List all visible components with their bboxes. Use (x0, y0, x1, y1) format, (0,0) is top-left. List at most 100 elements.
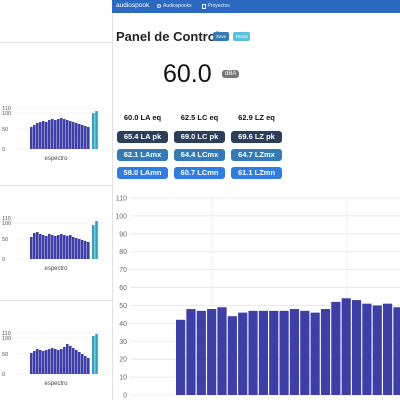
mini-bar (30, 237, 33, 259)
left-panel: 110 100 50 0 espectro 110 100 50 0 espectro 11… (0, 0, 113, 400)
mini-accent-bar (92, 225, 95, 259)
mini-bar (75, 123, 78, 149)
meter-lc-min: 60.7 LCmn (174, 167, 225, 179)
mini-bar (54, 236, 57, 259)
mini-chart-label: espectro (44, 266, 68, 272)
y-tick-label: 80 (119, 249, 127, 256)
y-tick-label: 30 (119, 339, 127, 346)
mini-y-tick-label: 0 (2, 372, 5, 378)
mini-bar (54, 349, 57, 374)
mini-spectrum-chart: 110 100 50 0 espectro (0, 215, 112, 305)
meter-la-eq: 60.0 LA eq (123, 113, 162, 122)
mini-bar (60, 118, 63, 149)
y-tick-label: 40 (119, 321, 127, 328)
panel-divider (0, 185, 112, 186)
brand-logo[interactable]: audiospook (116, 2, 150, 9)
mini-accent-bar (95, 111, 98, 149)
meter-la-pk: 65.4 LA pk (117, 131, 168, 143)
mini-bar (69, 346, 72, 374)
spectrum-bar (248, 310, 258, 395)
mini-y-tick-label: 110 (2, 331, 11, 337)
meter-la-max: 62.1 LAmx (117, 149, 168, 161)
mini-bar (33, 351, 36, 374)
y-tick-label: 50 (119, 303, 127, 310)
spectrum-bar (383, 303, 393, 395)
mini-bar (42, 235, 45, 259)
mini-bar (78, 239, 81, 259)
mini-bar (87, 358, 90, 374)
spectrum-bar (331, 301, 341, 395)
mini-y-tick-label: 110 (2, 106, 11, 112)
nav-link-label: Audiospooks (163, 3, 192, 9)
y-tick-label: 60 (119, 285, 127, 292)
mini-y-tick-label: 100 (2, 336, 11, 342)
level-value: 60.0 (163, 60, 212, 88)
mini-accent-bar (95, 334, 98, 374)
meter-lz-min: 61.1 LZmn (231, 167, 282, 179)
spectrum-bar (279, 310, 289, 395)
spectrum-bar (186, 309, 196, 395)
mini-bar (45, 350, 48, 374)
mini-bar (63, 235, 66, 259)
mini-bar (87, 127, 90, 149)
mini-bar (48, 234, 51, 259)
spectrum-bar (372, 305, 382, 395)
spectrum-bar (258, 310, 268, 395)
y-tick-label: 70 (119, 267, 127, 274)
mini-bar (66, 344, 69, 374)
y-tick-label: 0 (123, 393, 127, 400)
mini-chart-label: espectro (44, 381, 68, 387)
mini-bar (33, 233, 36, 259)
spectrum-bar (362, 303, 372, 395)
mini-y-tick-label: 100 (2, 221, 11, 227)
spectrum-bar (196, 310, 206, 395)
mini-y-tick-label: 0 (2, 257, 5, 263)
y-tick-label: 110 (116, 196, 127, 203)
y-tick-label: 90 (119, 231, 127, 238)
mini-bar (81, 240, 84, 259)
mini-bar (42, 121, 45, 149)
mini-accent-bar (92, 113, 95, 149)
mini-bar (84, 241, 87, 259)
nav-link-proyectos[interactable]: Proyectos (202, 3, 230, 9)
nav-link-audiospooks[interactable]: Audiospooks (157, 3, 192, 9)
document-icon (202, 3, 206, 9)
mini-bar (81, 125, 84, 149)
mini-bar (84, 126, 87, 149)
mini-bar (75, 238, 78, 259)
mini-chart-label: espectro (44, 156, 68, 162)
meter-lc-max: 64.4 LCmx (174, 149, 225, 161)
mini-bar (84, 356, 87, 374)
clock-icon (157, 4, 161, 8)
primary-button[interactable]: Save (213, 32, 229, 41)
mini-accent-bar (95, 221, 98, 259)
mini-bar (36, 349, 39, 374)
page-title: Panel de Control (116, 29, 220, 44)
mini-y-tick-label: 110 (2, 216, 11, 222)
spectrum-bar (238, 312, 248, 395)
mini-bar (51, 235, 54, 259)
mini-bar (48, 349, 51, 374)
mini-bar (87, 242, 90, 259)
meter-lc-pk: 69.0 LC pk (174, 131, 225, 143)
mini-accent-bar (92, 336, 95, 374)
mini-spectrum-chart: 110 100 50 0 espectro (0, 105, 112, 195)
meter-la-min: 58.0 LAmn (117, 167, 168, 179)
mini-bar (48, 120, 51, 149)
spectrum-bar (176, 319, 186, 395)
mini-y-tick-label: 100 (2, 111, 11, 117)
mini-bar (60, 349, 63, 374)
spectrum-bar (207, 309, 217, 395)
mini-bar (63, 119, 66, 149)
mini-bar (72, 122, 75, 149)
mini-bar (39, 122, 42, 149)
mini-bar (30, 353, 33, 374)
mini-bar (72, 348, 75, 374)
meter-lc-eq: 62.5 LC eq (180, 113, 219, 122)
mini-bar (72, 237, 75, 259)
mini-y-tick-label: 50 (2, 127, 8, 133)
spectrum-bar (320, 309, 331, 395)
mini-bar (51, 119, 54, 149)
secondary-button[interactable]: Reset (233, 32, 250, 41)
mini-bar (57, 235, 60, 259)
